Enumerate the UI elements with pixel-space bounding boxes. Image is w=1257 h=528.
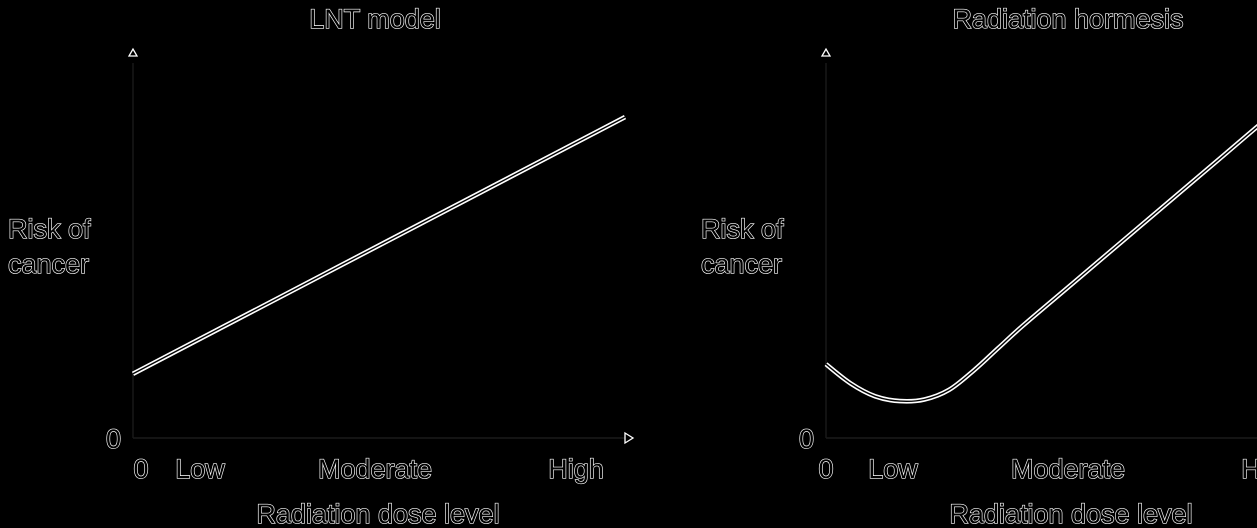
chart1-y-origin-label: 0 <box>106 424 121 454</box>
chart2-x-tick-3: Moderate <box>1011 454 1125 484</box>
chart2-series-line <box>824 123 1257 404</box>
chart1-x-tick-4: High <box>548 454 604 484</box>
chart1-x-tick-1: 0 <box>133 454 148 484</box>
chart1-xlabel: Radiation dose level <box>256 499 499 528</box>
chart1-title: LNT model <box>309 4 441 34</box>
chart2-title: Radiation hormesis <box>952 4 1183 34</box>
chart2-y-axis-arrow <box>820 47 832 57</box>
chart2-x-tick-4: High <box>1241 454 1257 484</box>
chart1-x-tick-3: Moderate <box>318 454 432 484</box>
chart2-series-line-core <box>825 125 1257 403</box>
chart1-x-axis-arrow <box>624 431 635 445</box>
chart1-y-axis-arrow <box>127 47 139 57</box>
chart2-ylabel-line-1: Risk of <box>701 214 784 244</box>
chart2-ylabel-line-2: cancer <box>701 249 782 279</box>
chart2-xlabel: Radiation dose level <box>949 499 1192 528</box>
chart2-x-tick-2: Low <box>868 454 918 484</box>
chart2-y-origin-label: 0 <box>799 424 814 454</box>
chart1-x-tick-2: Low <box>175 454 225 484</box>
chart1-ylabel-line-2: cancer <box>8 249 89 279</box>
chart1-ylabel-line-1: Risk of <box>8 214 91 244</box>
chart2-x-tick-1: 0 <box>818 454 833 484</box>
chart1-series-line-core <box>132 116 626 375</box>
